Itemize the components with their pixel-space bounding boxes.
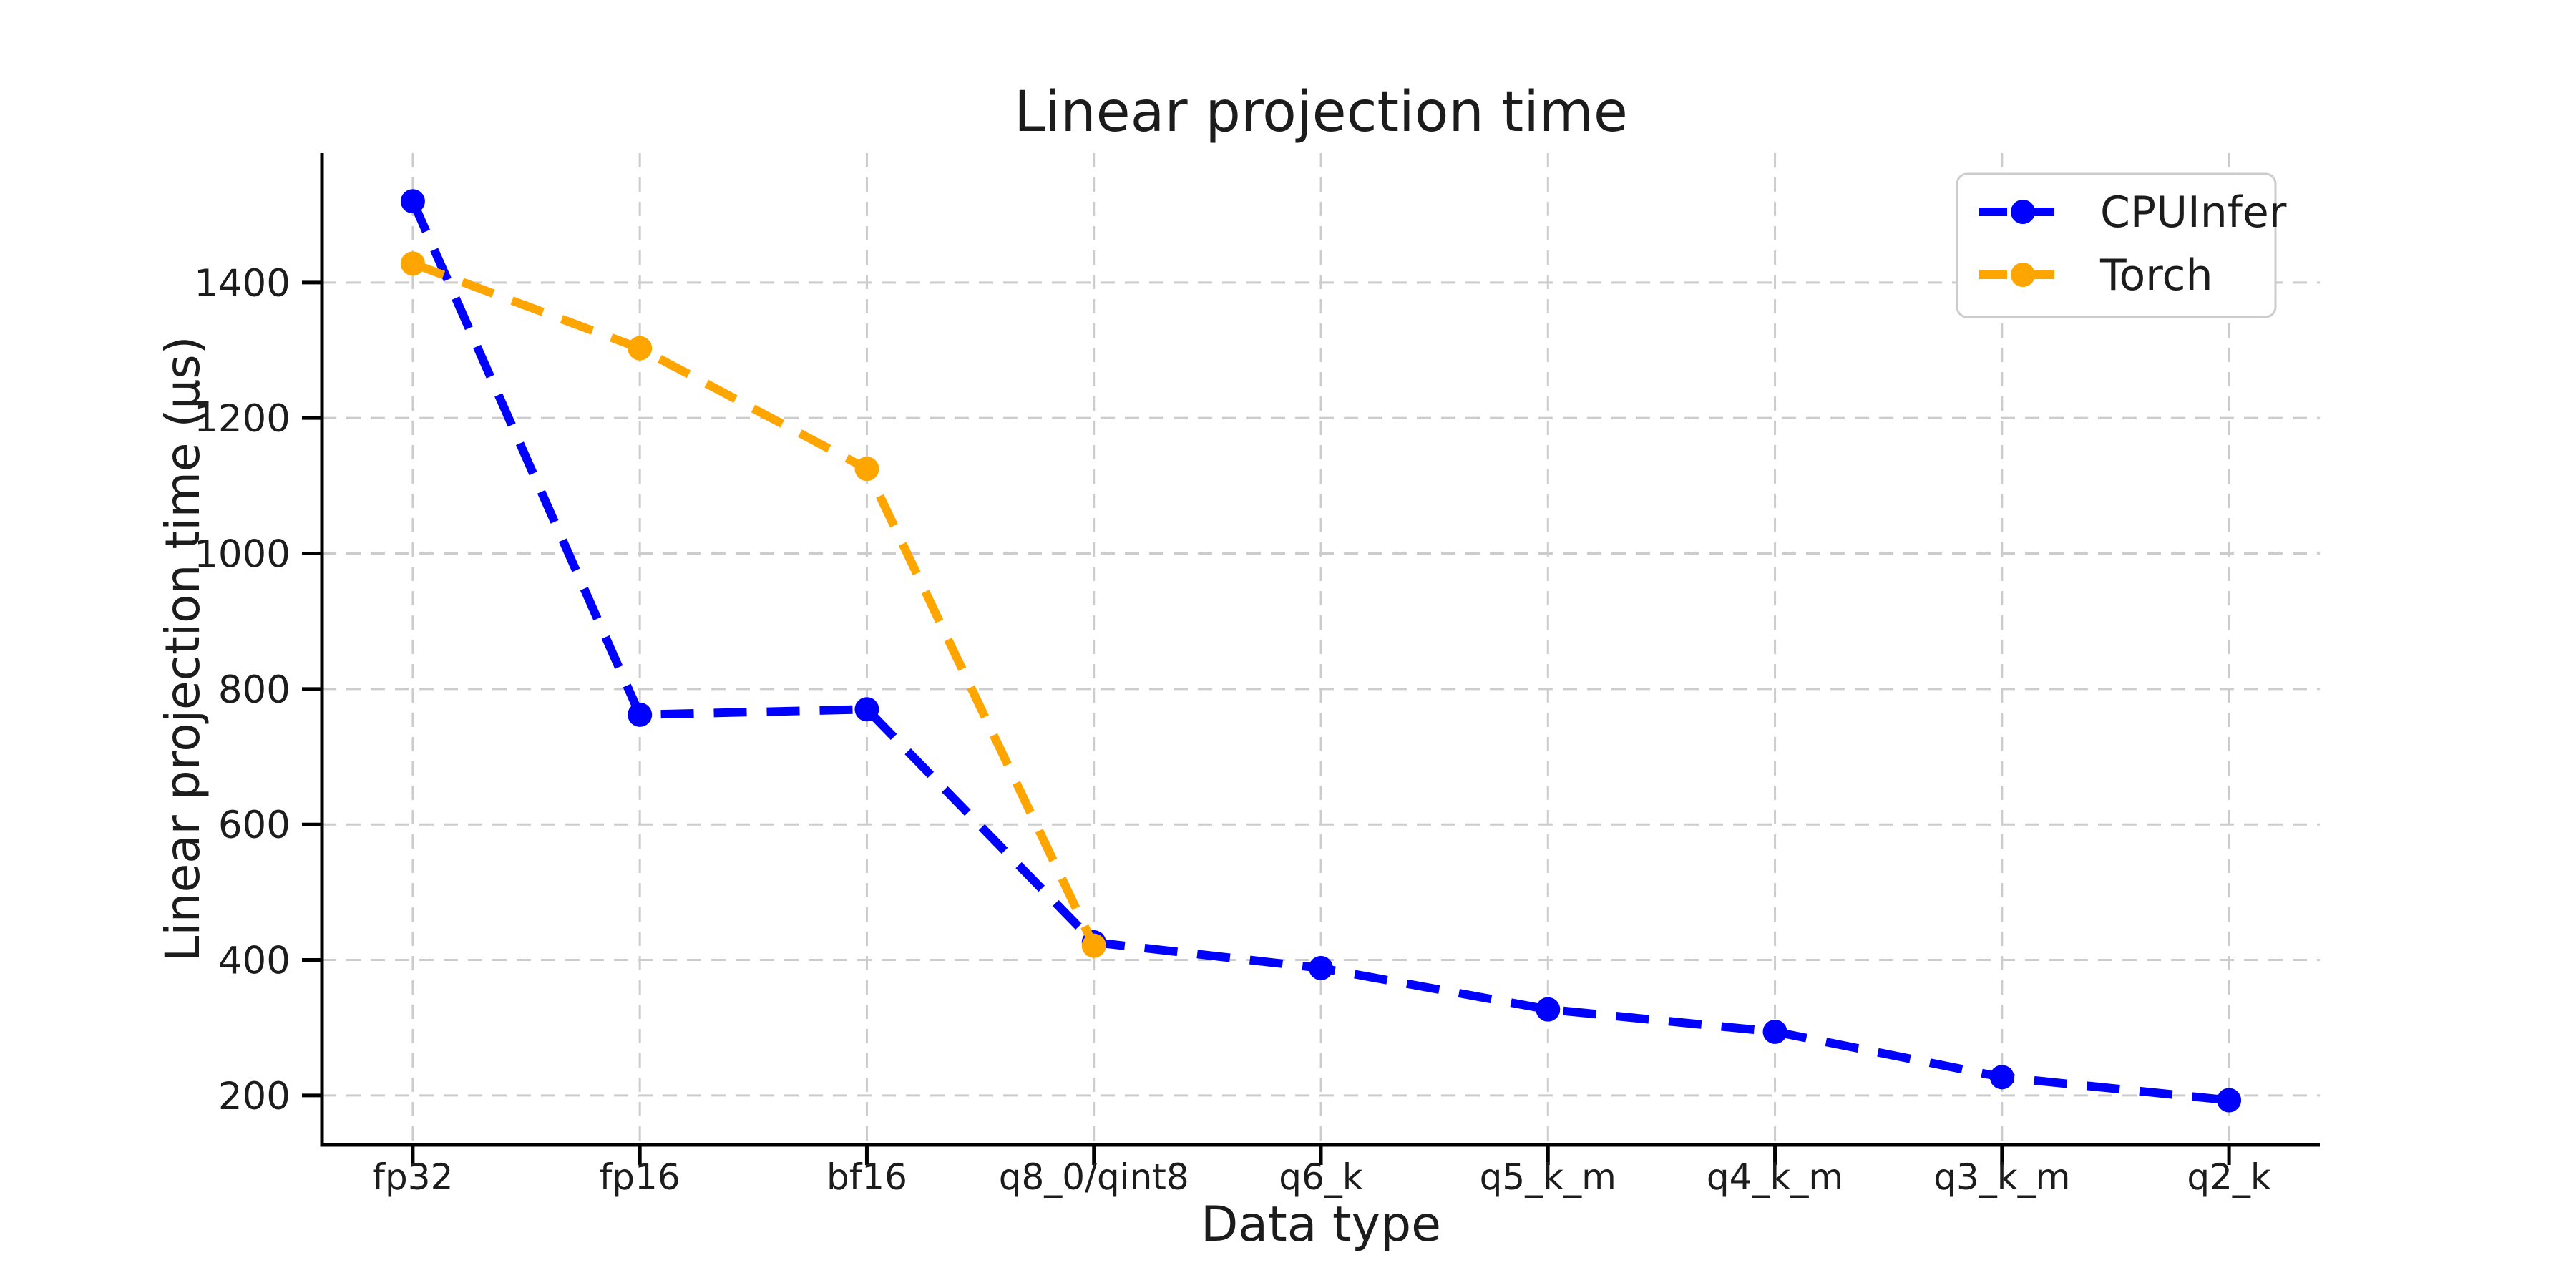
data-point-cpuinfer	[2217, 1088, 2242, 1113]
y-tick-label: 600	[218, 804, 291, 847]
series-line-torch	[411, 259, 1098, 948]
y-tick-label: 400	[218, 940, 291, 983]
data-point-torch	[400, 251, 425, 276]
legend-label-cpuinfer: CPUInfer	[2100, 187, 2287, 238]
data-point-cpuinfer	[854, 697, 879, 722]
data-point-cpuinfer	[400, 189, 425, 214]
legend-marker-cpuinfer	[2011, 200, 2035, 224]
chart-title: Linear projection time	[1014, 80, 1628, 145]
y-axis-label: Linear projection time (μs)	[155, 336, 210, 962]
data-point-cpuinfer	[1536, 997, 1561, 1022]
data-point-cpuinfer	[1309, 955, 1333, 980]
y-tick-label: 800	[218, 668, 291, 712]
data-point-cpuinfer	[628, 702, 653, 727]
data-point-torch	[1081, 933, 1106, 958]
x-tick-label: fp32	[372, 1156, 453, 1198]
x-axis-label: Data type	[1201, 1196, 1441, 1253]
legend-label-torch: Torch	[2099, 250, 2213, 301]
data-point-cpuinfer	[1762, 1019, 1787, 1044]
x-tick-label: q3_k_m	[1933, 1156, 2070, 1198]
x-tick-label: q6_k	[1279, 1156, 1363, 1198]
y-tick-label: 1400	[194, 262, 291, 306]
x-tick-label: q5_k_m	[1480, 1156, 1616, 1198]
y-tick-label: 200	[218, 1075, 291, 1118]
legend-marker-torch	[2011, 263, 2035, 287]
x-tick-label: q8_0/qint8	[999, 1156, 1189, 1198]
x-tick-label: q2_k	[2187, 1156, 2271, 1198]
x-tick-label: fp16	[600, 1156, 680, 1198]
data-point-cpuinfer	[1989, 1065, 2014, 1090]
y-tick-label: 1000	[194, 533, 291, 577]
data-point-torch	[628, 336, 653, 361]
x-tick-label: bf16	[826, 1156, 907, 1198]
x-tick-label: q4_k_m	[1707, 1156, 1843, 1198]
data-point-torch	[854, 457, 879, 482]
y-tick-label: 1200	[194, 397, 291, 441]
